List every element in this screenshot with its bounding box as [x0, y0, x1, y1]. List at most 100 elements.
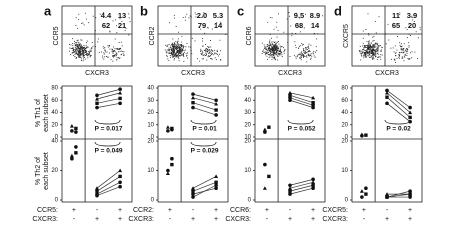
flow-dot: [305, 55, 307, 57]
flow-dot: [113, 46, 114, 48]
flow-dot: [362, 49, 364, 50]
flow-x-label: CXCR3: [375, 70, 399, 77]
flow-dot: [207, 46, 209, 47]
data-point: [191, 92, 195, 96]
flow-dot: [270, 51, 272, 53]
flow-dot: [173, 59, 175, 61]
flow-dot: [79, 47, 81, 49]
flow-dot: [316, 38, 318, 40]
flow-dot: [78, 51, 80, 53]
flow-dot: [195, 16, 197, 18]
flow-dot: [177, 49, 179, 51]
flow-dot: [75, 53, 77, 55]
flow-dot: [80, 53, 82, 55]
flow-dot: [167, 51, 169, 53]
flow-dot: [397, 36, 398, 37]
flow-dot: [375, 46, 376, 48]
flow-dot: [174, 43, 176, 45]
flow-dot: [83, 44, 85, 46]
flow-dot: [206, 51, 208, 53]
flow-dot: [205, 14, 207, 16]
quadrant-value: 20: [408, 21, 416, 30]
flow-dot: [366, 49, 368, 51]
flow-dot: [87, 55, 89, 57]
flow-dot: [308, 43, 310, 45]
paired-line: [192, 107, 217, 116]
flow-dot: [261, 42, 263, 44]
flow-dot: [212, 50, 214, 52]
flow-dot: [200, 50, 201, 52]
flow-dot: [375, 53, 377, 55]
flow-dot: [175, 44, 177, 46]
flow-dot: [179, 51, 181, 53]
data-point: [166, 168, 170, 173]
flow-dot: [191, 37, 193, 39]
flow-dot: [266, 53, 267, 55]
flow-dot: [400, 46, 402, 48]
flow-dot: [72, 45, 74, 47]
flow-dot: [109, 48, 111, 50]
flow-dot: [375, 42, 377, 44]
flow-dot: [275, 44, 276, 45]
data-point: [70, 156, 74, 161]
flow-dot: [401, 45, 403, 47]
quadrant-value: 13: [118, 11, 126, 20]
flow-dot: [369, 54, 371, 56]
flow-dot: [394, 52, 396, 54]
flow-dot: [366, 51, 367, 53]
paired-line: [192, 102, 217, 111]
data-point: [385, 88, 389, 93]
flow-dot: [401, 49, 403, 50]
quadrant-value: 14: [311, 21, 320, 30]
flow-dot: [84, 56, 85, 58]
flow-dot: [403, 43, 405, 45]
flow-dot: [364, 52, 366, 54]
flow-dot: [74, 49, 76, 51]
flow-dot: [82, 54, 84, 56]
flow-dot: [278, 50, 280, 52]
flow-dot: [369, 45, 371, 47]
flow-dot: [183, 60, 185, 62]
flow-dot: [269, 41, 271, 43]
paired-line: [386, 96, 411, 118]
flow-dot: [398, 51, 400, 53]
marker-label: CCR5:: [37, 207, 58, 214]
flow-dot: [83, 50, 85, 52]
flow-dot: [82, 51, 84, 52]
flow-dot: [211, 58, 213, 60]
flow-dot: [302, 49, 304, 51]
flow-dot: [82, 47, 84, 48]
flow-dot: [83, 24, 85, 26]
flow-dot: [283, 52, 285, 54]
flow-dot: [178, 60, 180, 62]
flow-dot: [112, 20, 114, 22]
y-tick-label: 30: [244, 110, 251, 116]
flow-dot: [200, 49, 202, 51]
flow-dot: [172, 42, 174, 44]
flow-dot: [272, 53, 274, 54]
flow-dot: [271, 49, 272, 50]
flow-dot: [369, 49, 371, 51]
flow-dot: [358, 49, 360, 51]
flow-dot: [369, 44, 371, 46]
flow-dot: [77, 49, 79, 51]
flow-dot: [171, 53, 173, 55]
flow-dot: [272, 56, 273, 58]
flow-dot: [128, 34, 130, 36]
flow-dot: [205, 54, 207, 56]
flow-dot: [112, 55, 114, 57]
flow-dot: [86, 52, 87, 54]
flow-dot: [374, 49, 376, 51]
flow-dot: [308, 51, 310, 52]
flow-dot: [105, 49, 107, 51]
flow-dot: [164, 49, 166, 51]
flow-dot: [117, 48, 119, 50]
flow-dot: [179, 47, 181, 49]
flow-dot: [366, 45, 368, 46]
cxcr3-sign: +: [191, 216, 195, 223]
flow-dot: [172, 48, 174, 49]
y-tick-label: 10: [244, 135, 251, 141]
flow-dot: [408, 46, 410, 48]
flow-dot: [205, 43, 206, 45]
flow-dot: [362, 37, 364, 39]
